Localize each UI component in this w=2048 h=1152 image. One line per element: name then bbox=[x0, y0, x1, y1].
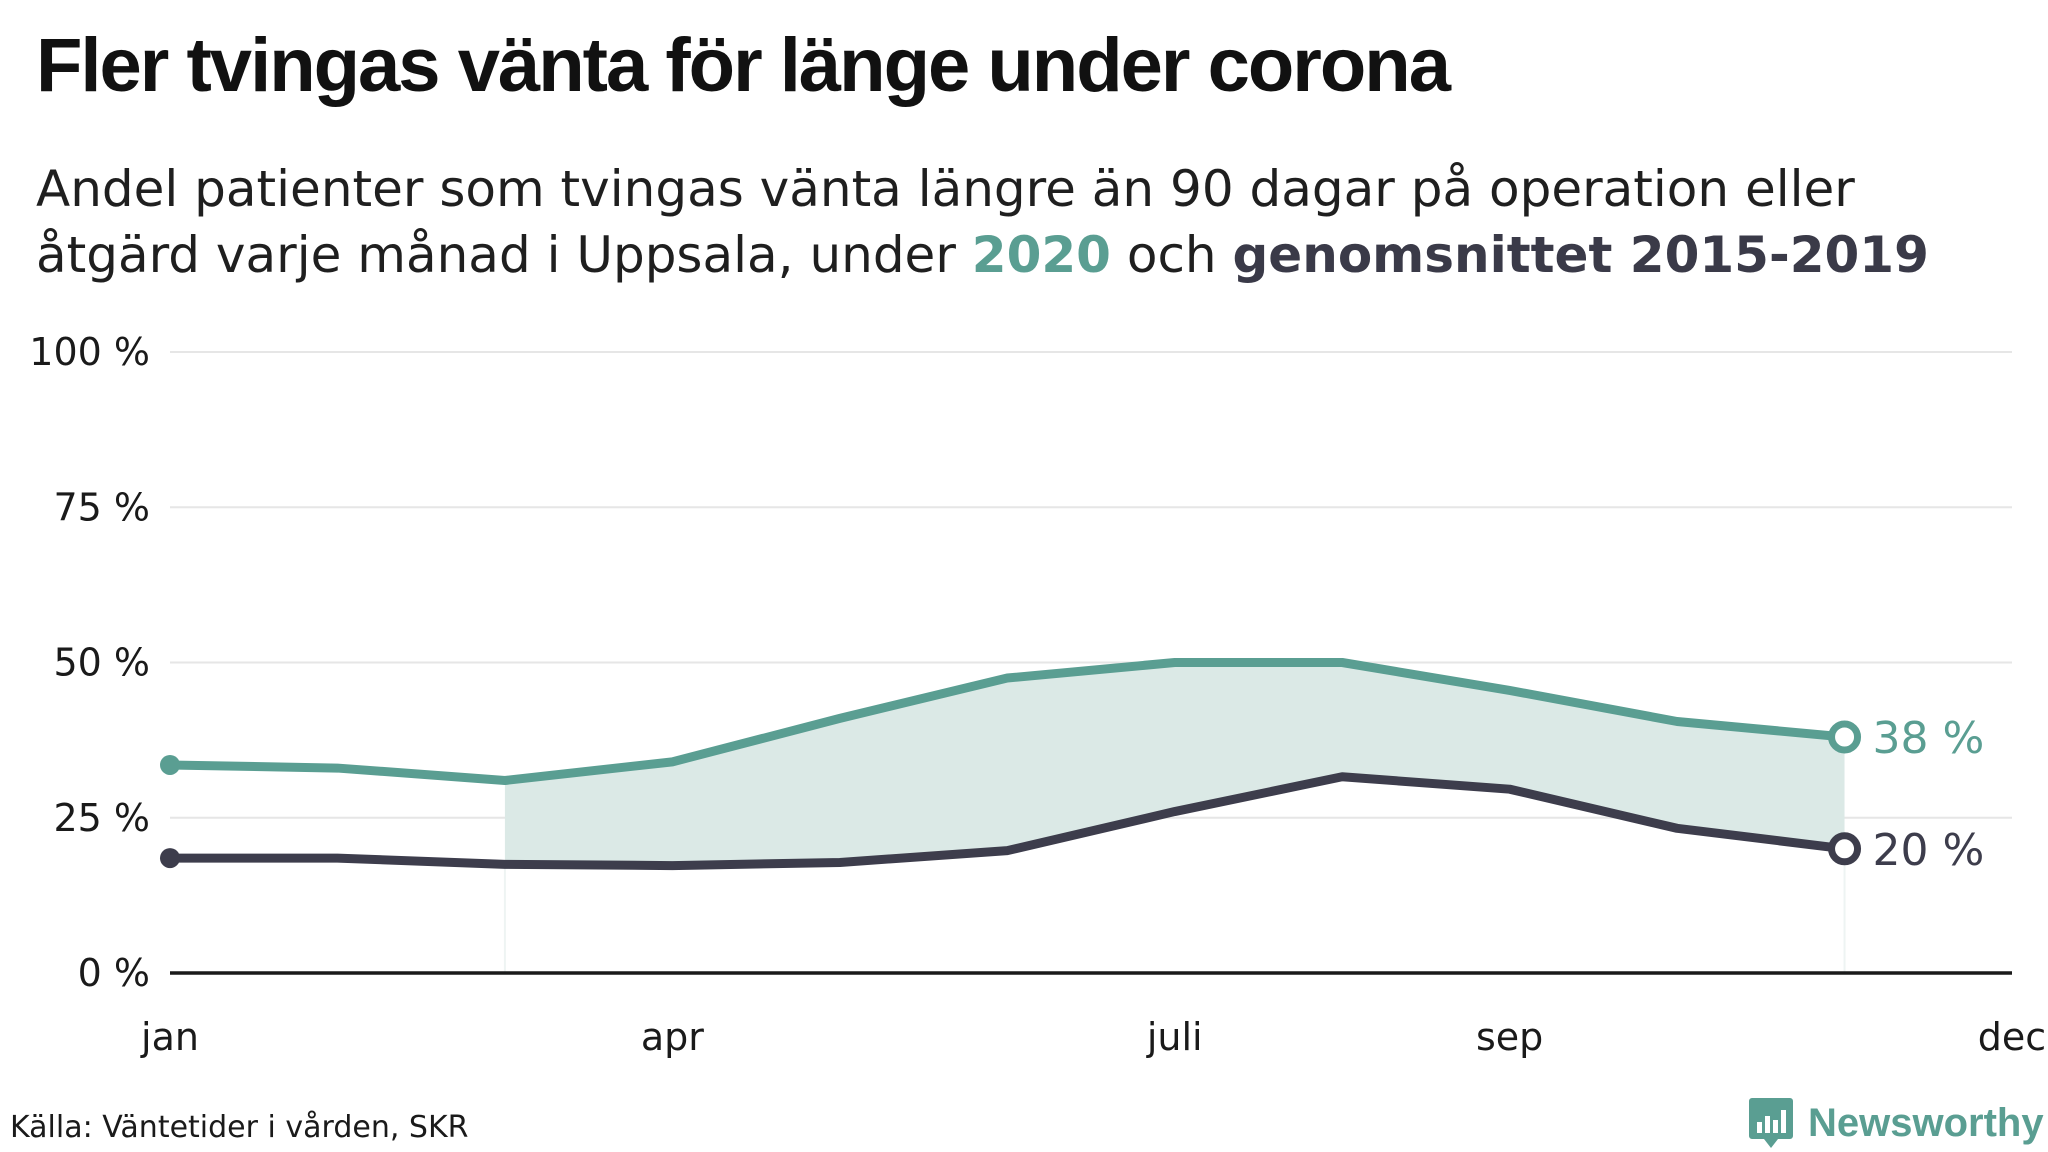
series-end-label: 20 % bbox=[1873, 825, 1985, 876]
source-note: Källa: Väntetider i vården, SKR bbox=[10, 1110, 469, 1145]
series-line-average bbox=[165, 772, 1850, 871]
x-tick-label: juli bbox=[1146, 1015, 1203, 1059]
difference-area-fill bbox=[504, 662, 1845, 866]
y-tick-label: 50 % bbox=[53, 641, 150, 685]
series-start-point bbox=[160, 754, 180, 775]
bar-chart-icon bbox=[1749, 1098, 1793, 1148]
series-start-point bbox=[160, 848, 180, 869]
series-end-point bbox=[1828, 720, 1862, 754]
y-tick-label: 75 % bbox=[53, 485, 150, 529]
subtitle-highlight-average: genomsnittet 2015-2019 bbox=[1232, 226, 1929, 284]
x-tick-label: dec bbox=[1978, 1015, 2046, 1059]
labels: 0 % 25 % 50 % 75 % 100 % jan apr juli sep dec 38 %… bbox=[29, 330, 2046, 1059]
y-tick-label: 100 % bbox=[29, 330, 150, 374]
brand-logo: Newsworthy bbox=[1748, 1096, 2044, 1150]
y-tick-label: 0 % bbox=[78, 951, 150, 995]
difference-area bbox=[503, 662, 1846, 973]
chart-title: Fler tvingas vänta för länge under coron… bbox=[36, 23, 1451, 108]
subtitle-text: Andel patienter som tvingas vänta längre… bbox=[36, 160, 1855, 284]
series-lines bbox=[160, 658, 1862, 871]
series-end-point bbox=[1828, 832, 1862, 866]
x-tick-label: apr bbox=[641, 1015, 704, 1059]
chart-subtitle: Andel patienter som tvingas vänta längre… bbox=[36, 156, 2026, 288]
subtitle-highlight-2020: 2020 bbox=[971, 226, 1111, 284]
y-tick-label: 25 % bbox=[53, 796, 150, 840]
x-tick-label: sep bbox=[1476, 1015, 1543, 1059]
series-line-2020 bbox=[165, 658, 1850, 785]
x-tick-label: jan bbox=[140, 1015, 199, 1059]
series-end-label: 38 % bbox=[1873, 713, 1985, 764]
brand-name: Newsworthy bbox=[1808, 1100, 2044, 1145]
subtitle-conjunction: och bbox=[1110, 226, 1233, 284]
